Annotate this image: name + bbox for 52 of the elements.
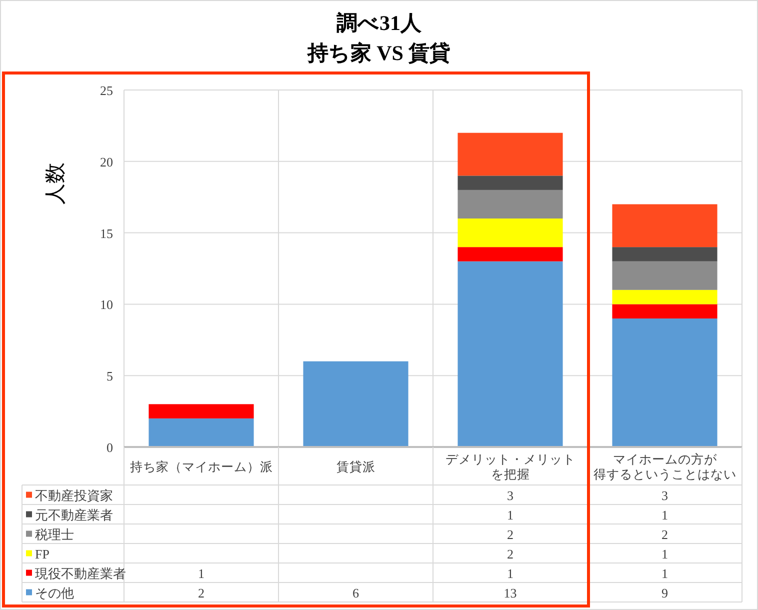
data-label: 2 xyxy=(507,526,514,542)
data-label: 1 xyxy=(662,566,668,581)
y-tick-label: 10 xyxy=(100,297,113,312)
data-label: 1 xyxy=(662,507,668,522)
y-tick-label: 25 xyxy=(100,83,113,98)
data-label: 1 xyxy=(507,566,514,581)
bar xyxy=(458,247,563,262)
legend-item: 不動産投資家 xyxy=(26,488,113,503)
y-tick-label: 5 xyxy=(106,368,113,384)
data-label: 3 xyxy=(662,488,668,503)
bar xyxy=(458,132,563,176)
legend-item: その他 xyxy=(26,585,74,600)
bar xyxy=(458,190,563,219)
y-axis-title: 人数 xyxy=(43,162,67,204)
legend-item: 現役不動産業者 xyxy=(26,566,126,581)
data-label: 9 xyxy=(662,585,668,600)
bar xyxy=(612,304,718,318)
bar xyxy=(458,218,563,248)
chart-subtitle: 持ち家 VS 賃貸 xyxy=(306,41,451,65)
chart-title: 調べ31人 xyxy=(336,11,422,35)
bar xyxy=(458,261,563,447)
x-tick-label: マイホームの方が得するということはない xyxy=(593,452,736,482)
legend-label: 税理士 xyxy=(35,526,74,542)
legend-item: 元不動産業者 xyxy=(26,507,113,522)
legend-label: その他 xyxy=(35,585,74,600)
legend-label: FP xyxy=(35,546,50,562)
legend-item: FP xyxy=(26,546,50,562)
y-tick-label: 15 xyxy=(100,226,113,241)
data-label: 6 xyxy=(352,585,360,600)
data-label: 2 xyxy=(198,585,204,600)
data-label: 1 xyxy=(662,546,668,562)
bar xyxy=(303,361,408,447)
y-tick-label: 0 xyxy=(106,440,113,455)
data-label: 2 xyxy=(507,546,514,562)
bar xyxy=(612,204,718,248)
bar xyxy=(612,261,718,290)
bar xyxy=(148,418,254,447)
x-tick-label: 持ち家（マイホーム）派 xyxy=(130,459,273,474)
data-label: 3 xyxy=(507,488,514,503)
data-label: 13 xyxy=(504,585,517,600)
bar xyxy=(612,247,718,262)
x-tick-label: デメリット・メリットを把握 xyxy=(445,452,576,482)
data-label: 1 xyxy=(198,566,204,581)
bar xyxy=(458,176,563,190)
bar xyxy=(148,404,254,418)
y-tick-label: 20 xyxy=(100,154,113,170)
x-tick-label: 賃貸派 xyxy=(336,460,376,474)
data-label: 2 xyxy=(662,526,668,542)
legend-item: 税理士 xyxy=(26,526,74,542)
data-label: 1 xyxy=(507,507,514,522)
bar xyxy=(612,318,718,447)
bar xyxy=(612,290,718,304)
